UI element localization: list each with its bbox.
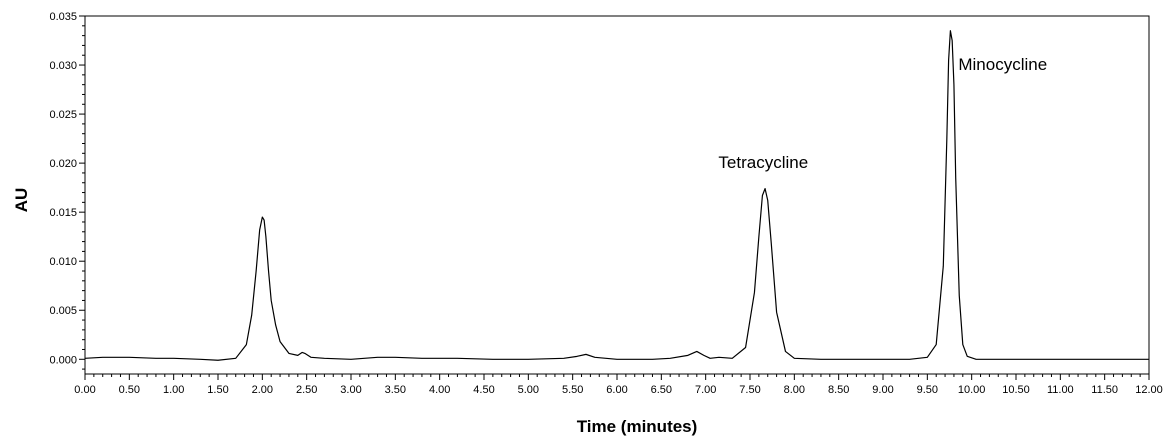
- labels-layer: 0.00 0.50 1.00 1.50 2.00 2.50 3.00 3.50 4.00 4.50…: [12, 11, 1163, 436]
- x-tick-label: 8.50: [828, 384, 849, 396]
- x-tick-label: 9.50: [917, 384, 938, 396]
- x-tick-label: 10.50: [1002, 384, 1030, 396]
- x-tick-label: 1.50: [207, 384, 228, 396]
- x-tick-label: 11.50: [1091, 384, 1118, 396]
- y-axis-title: AU: [12, 188, 31, 213]
- y-tick-label: 0.010: [49, 256, 77, 268]
- x-tick-label: 2.50: [296, 384, 317, 396]
- peak-label: Minocycline: [958, 55, 1047, 74]
- x-tick-label: 5.50: [562, 384, 583, 396]
- x-tick-label: 11.00: [1047, 384, 1074, 396]
- x-axis-title: Time (minutes): [577, 417, 698, 436]
- x-tick-label: 2.00: [252, 384, 273, 396]
- axes-layer: [79, 15, 1150, 380]
- y-tick-label: 0.020: [49, 158, 77, 170]
- x-tick-label: 4.50: [473, 384, 494, 396]
- x-tick-label: 3.00: [340, 384, 361, 396]
- x-tick-label: 8.00: [784, 384, 805, 396]
- chromatogram-trace: [84, 30, 1149, 361]
- y-tick-label: 0.030: [49, 60, 77, 72]
- x-tick-label: 1.00: [163, 384, 184, 396]
- x-tick-label: 6.00: [606, 384, 627, 396]
- y-tick-label: 0.015: [49, 207, 77, 219]
- x-tick-label: 5.00: [518, 384, 539, 396]
- x-tick-label: 6.50: [651, 384, 672, 396]
- x-tick-label: 10.00: [958, 384, 986, 396]
- series-layer: [84, 30, 1149, 361]
- x-tick-label: 4.00: [429, 384, 450, 396]
- y-tick-label: 0.000: [49, 354, 77, 366]
- x-tick-label: 12.00: [1135, 384, 1163, 396]
- x-tick-label: 0.00: [74, 384, 95, 396]
- x-tick-label: 0.50: [119, 384, 140, 396]
- peak-label: Tetracycline: [718, 153, 808, 172]
- x-tick-label: 9.00: [872, 384, 893, 396]
- x-tick-label: 3.50: [385, 384, 406, 396]
- y-tick-label: 0.025: [49, 109, 77, 121]
- y-tick-label: 0.035: [49, 11, 77, 23]
- x-tick-label: 7.00: [695, 384, 716, 396]
- y-tick-label: 0.005: [49, 305, 77, 317]
- x-tick-label: 7.50: [739, 384, 760, 396]
